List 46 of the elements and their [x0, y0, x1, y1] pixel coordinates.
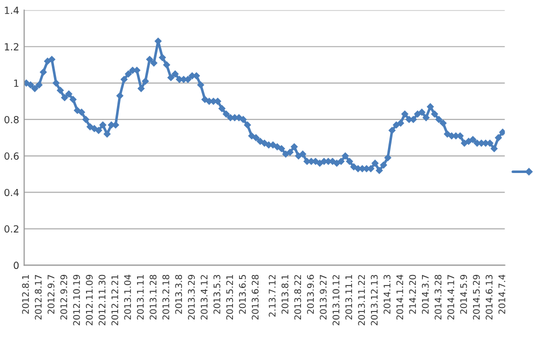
x-tick-label: 2013.8.1	[282, 275, 288, 314]
x-tick-label: 2013.5.3	[213, 274, 220, 314]
x-tick-label: 2013.2.18	[162, 274, 170, 320]
x-tick-label: 2013.10.12	[332, 275, 340, 326]
x-tick-label: 2014.1.3	[384, 274, 390, 314]
y-tick-label: 1.4	[4, 6, 19, 14]
y-tick-label: 1.2	[4, 43, 18, 50]
x-tick-label: 2014.5.29	[472, 274, 480, 320]
x-tick-label: 2014.6.13	[486, 274, 493, 320]
x-tick-label: 2012.10.19	[73, 274, 80, 326]
x-tick-label: 2012.11.09	[86, 274, 93, 326]
x-tick-label: 2012.9.29	[60, 274, 68, 320]
x-tick-label: 2012.11.30	[98, 274, 106, 326]
x-tick-label: 2013.9.6	[307, 274, 314, 314]
y-tick-label: 0.4	[4, 188, 19, 196]
y-tick-label: 0	[14, 262, 19, 270]
x-tick-label: 2013.6.5	[238, 275, 246, 314]
x-tick-label: 2014.3.28	[434, 274, 442, 320]
x-tick-label: 2013.11.1	[345, 275, 352, 320]
x-tick-label: 2014.5.9	[460, 274, 467, 314]
x-tick-label: 2013.4.12	[200, 275, 208, 320]
x-tick-label: 2012.8.17	[34, 275, 42, 320]
x-tick-label: 214.2.20	[409, 274, 416, 314]
x-tick-label: 2012.8.1	[22, 275, 29, 314]
x-tick-label: 2013.1.04	[124, 274, 131, 320]
x-tick-label: 2014.4.17	[447, 275, 454, 320]
x-tick-label: 2013.12.13	[370, 274, 378, 326]
y-tick-label: 0.6	[4, 152, 19, 160]
x-tick-label: 2012.12.21	[111, 275, 118, 326]
x-tick-label: 2013.11.22	[358, 275, 365, 326]
x-tick-label: 2013.1.11	[136, 275, 144, 320]
x-tick-label: 2012.9.7	[48, 275, 54, 314]
y-tick-label: 1	[14, 80, 18, 87]
x-tick-label: 2014.3.7	[422, 275, 429, 314]
x-tick-label: 2013.8.22	[294, 275, 302, 320]
x-tick-label: 2013.9.27	[320, 275, 327, 320]
x-tick-label: 2013.3.29	[188, 274, 195, 320]
x-tick-label: 2013.3.8	[175, 274, 182, 314]
x-tick-label: 2014.7.4	[498, 274, 506, 314]
y-tick-label: 0.2	[4, 225, 18, 233]
x-tick-label: 2013.6.28	[252, 274, 259, 320]
x-tick-label: 2.13.7.12	[268, 275, 276, 317]
y-tick-label: 0.8	[4, 116, 19, 124]
x-tick-label: 2013.1.28	[150, 274, 157, 320]
x-tick-label: 2014.1.24	[396, 274, 404, 320]
x-tick-label: 2013.5.21	[226, 275, 234, 320]
